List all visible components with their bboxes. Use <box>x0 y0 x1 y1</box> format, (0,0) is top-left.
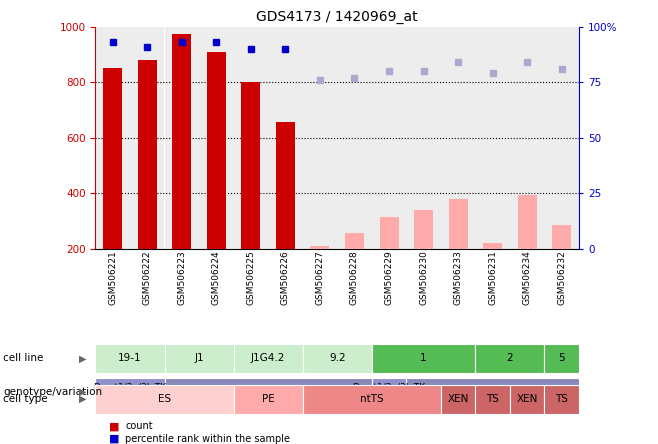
Bar <box>475 344 545 373</box>
Text: cell type: cell type <box>3 394 48 404</box>
Bar <box>138 60 157 249</box>
Bar <box>234 27 268 249</box>
Text: ▶: ▶ <box>78 394 86 404</box>
Bar <box>337 27 372 249</box>
Bar <box>372 27 407 249</box>
Bar <box>372 344 475 373</box>
Text: ■: ■ <box>109 421 119 431</box>
Text: Dnmt1/3a/3b-TK
o: Dnmt1/3a/3b-TK o <box>353 382 426 402</box>
Bar <box>441 385 475 413</box>
Text: ES: ES <box>158 394 171 404</box>
Text: 9.2: 9.2 <box>329 353 345 363</box>
Bar <box>449 199 468 249</box>
Bar <box>164 378 372 406</box>
Text: genotype/variation: genotype/variation <box>3 387 103 397</box>
Bar <box>372 378 407 406</box>
Bar <box>510 27 544 249</box>
Bar <box>95 378 164 406</box>
Bar <box>441 27 475 249</box>
Bar <box>406 27 441 249</box>
Bar <box>544 344 579 373</box>
Bar <box>234 385 303 413</box>
Bar <box>406 378 579 406</box>
Bar <box>95 344 164 373</box>
Text: Dnmt1/3a/3b-TK
o: Dnmt1/3a/3b-TK o <box>93 382 166 402</box>
Bar <box>303 27 337 249</box>
Bar <box>483 243 502 249</box>
Bar <box>345 234 364 249</box>
Text: wild type: wild type <box>472 388 513 396</box>
Text: 19-1: 19-1 <box>118 353 141 363</box>
Text: 1: 1 <box>420 353 427 363</box>
Text: ▶: ▶ <box>78 387 86 397</box>
Bar <box>164 344 234 373</box>
Text: wild type: wild type <box>247 388 289 396</box>
Text: PE: PE <box>262 394 274 404</box>
Bar <box>552 225 571 249</box>
Bar <box>303 344 372 373</box>
Bar <box>544 27 579 249</box>
Bar <box>130 27 164 249</box>
Text: percentile rank within the sample: percentile rank within the sample <box>125 434 290 444</box>
Bar <box>199 27 234 249</box>
Text: TS: TS <box>486 394 499 404</box>
Bar <box>475 27 510 249</box>
Text: ■: ■ <box>109 434 119 444</box>
Text: 5: 5 <box>559 353 565 363</box>
Bar <box>95 385 234 413</box>
Text: XEN: XEN <box>517 394 538 404</box>
Bar <box>475 385 510 413</box>
Bar <box>207 52 226 249</box>
Text: cell line: cell line <box>3 353 43 363</box>
Bar <box>276 123 295 249</box>
Bar <box>268 27 303 249</box>
Bar <box>510 385 544 413</box>
Bar <box>164 27 199 249</box>
Bar <box>172 34 191 249</box>
Text: ▶: ▶ <box>78 353 86 363</box>
Text: 2: 2 <box>507 353 513 363</box>
Text: TS: TS <box>555 394 569 404</box>
Title: GDS4173 / 1420969_at: GDS4173 / 1420969_at <box>257 10 418 24</box>
Text: ntTS: ntTS <box>360 394 384 404</box>
Text: XEN: XEN <box>447 394 468 404</box>
Bar <box>311 246 330 249</box>
Bar <box>241 82 261 249</box>
Bar <box>234 344 303 373</box>
Bar <box>103 68 122 249</box>
Text: J1: J1 <box>194 353 204 363</box>
Bar <box>303 385 441 413</box>
Bar <box>518 194 537 249</box>
Bar <box>95 27 130 249</box>
Bar <box>414 210 433 249</box>
Bar <box>380 217 399 249</box>
Bar <box>544 385 579 413</box>
Text: J1G4.2: J1G4.2 <box>251 353 286 363</box>
Text: count: count <box>125 421 153 431</box>
